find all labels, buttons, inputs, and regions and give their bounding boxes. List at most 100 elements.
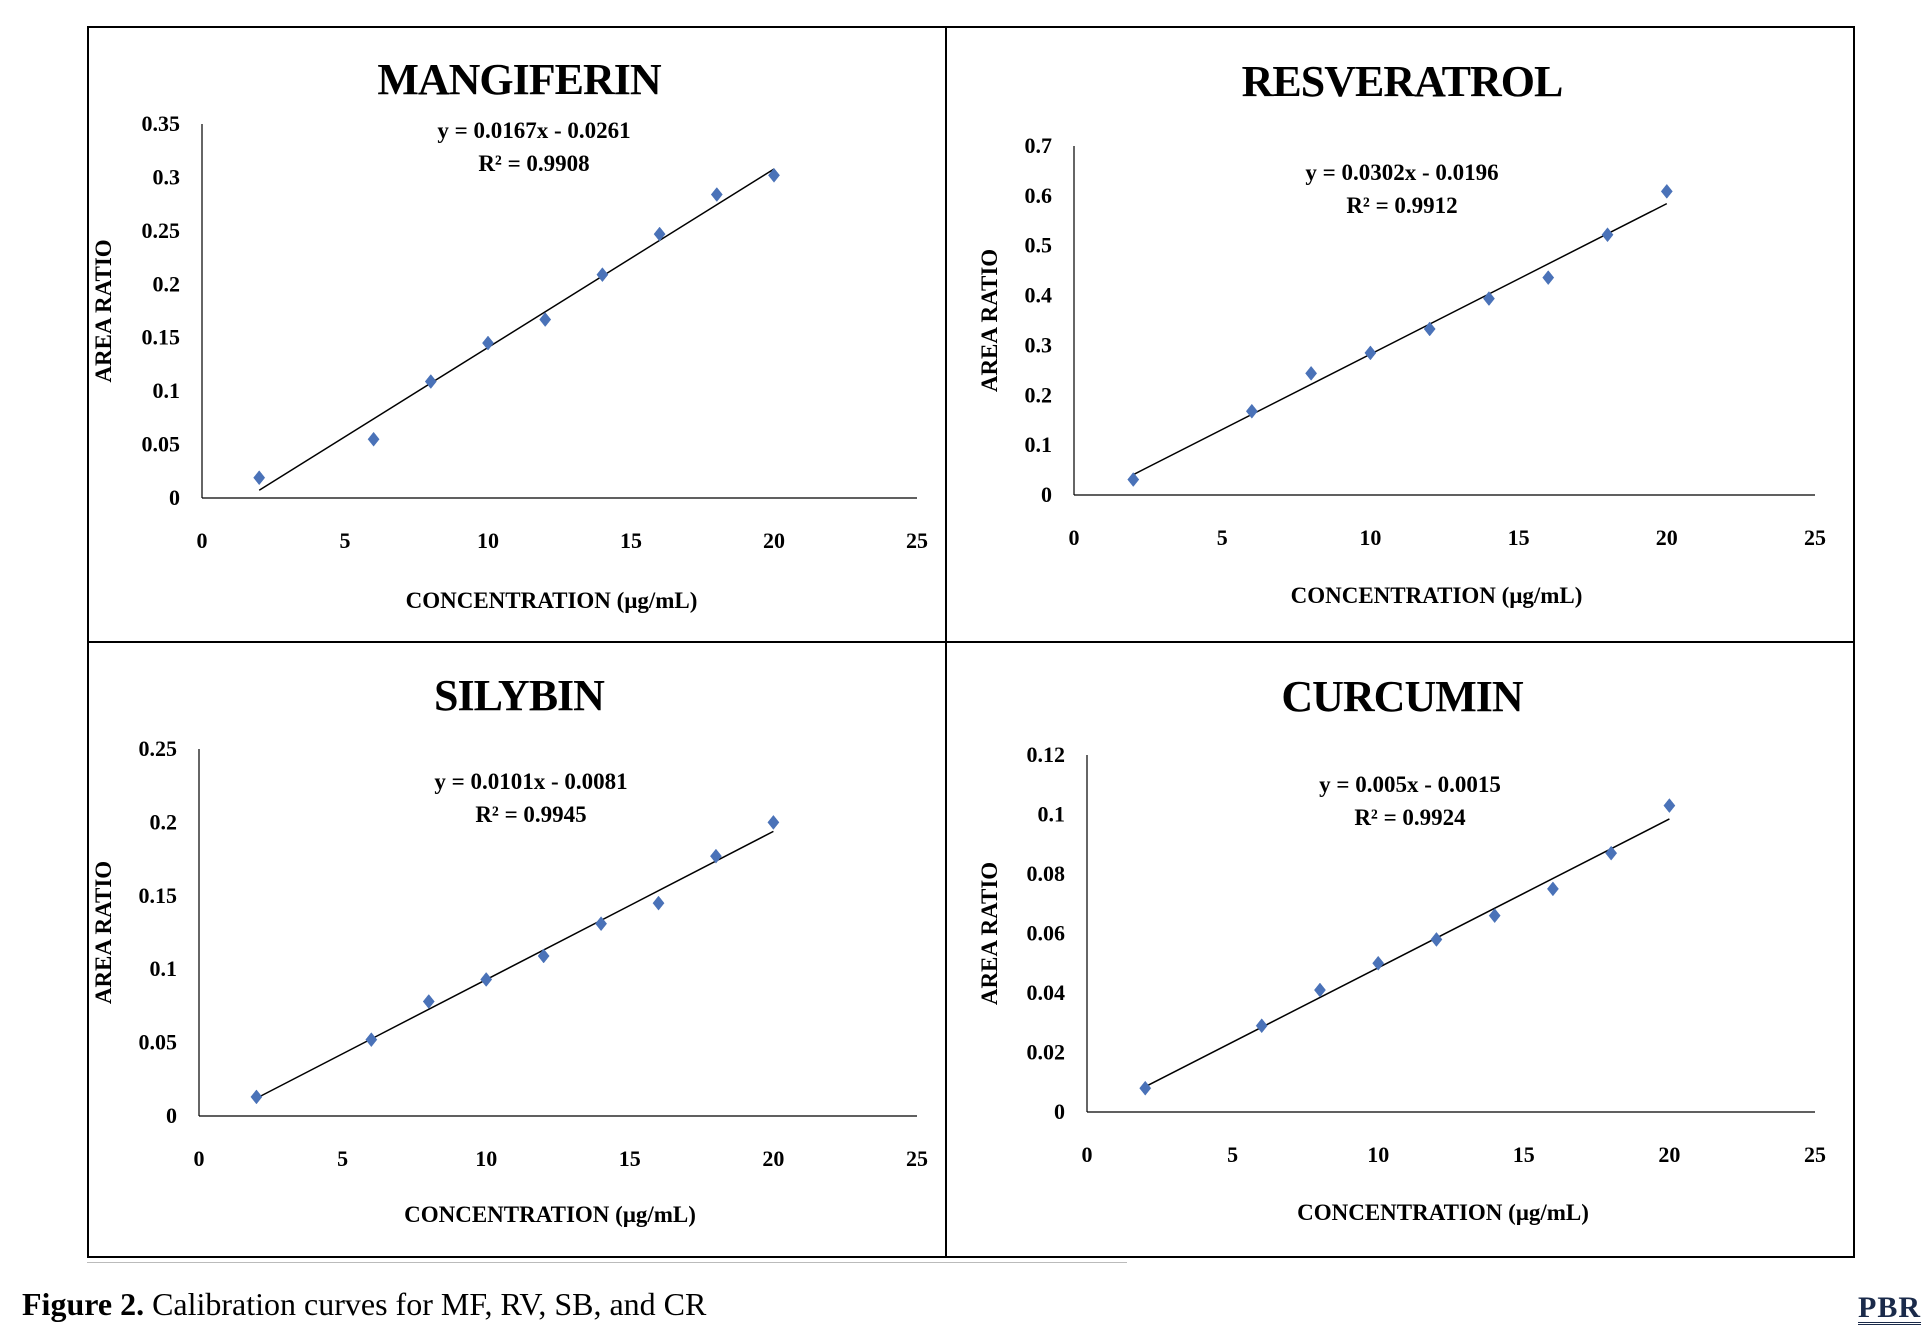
chart-title: RESVERATROL bbox=[1242, 57, 1563, 106]
trendline bbox=[1132, 202, 1668, 476]
x-tick-label: 5 bbox=[337, 1146, 348, 1171]
x-tick-label: 0 bbox=[1082, 1142, 1093, 1167]
trendline bbox=[1144, 818, 1670, 1088]
x-tick-label: 25 bbox=[906, 528, 928, 553]
data-point bbox=[424, 374, 437, 389]
y-tick-label: 0.5 bbox=[1025, 233, 1053, 258]
y-tick-label: 0.15 bbox=[139, 883, 178, 908]
y-tick-label: 0.2 bbox=[153, 271, 181, 296]
trend-equation: y = 0.0167x - 0.0261 bbox=[437, 118, 630, 143]
y-axis-title: AREA RATIO bbox=[91, 861, 116, 1004]
y-tick-label: 0.05 bbox=[139, 1030, 178, 1055]
y-tick-label: 0.2 bbox=[1025, 382, 1053, 407]
x-axis-title: CONCENTRATION (μg/mL) bbox=[1291, 583, 1583, 608]
data-point bbox=[596, 267, 609, 283]
data-point bbox=[710, 187, 723, 202]
y-tick-label: 0 bbox=[169, 485, 180, 510]
y-tick-label: 0.1 bbox=[153, 378, 181, 403]
x-tick-label: 15 bbox=[619, 1146, 641, 1171]
trend-equation: y = 0.0302x - 0.0196 bbox=[1305, 160, 1498, 185]
data-point bbox=[367, 431, 380, 447]
y-tick-label: 0 bbox=[1041, 482, 1052, 507]
y-tick-label: 0.08 bbox=[1027, 861, 1066, 886]
data-point bbox=[1601, 227, 1614, 243]
x-tick-label: 20 bbox=[1656, 525, 1678, 550]
y-tick-label: 0.7 bbox=[1025, 133, 1053, 158]
data-point bbox=[365, 1032, 378, 1048]
y-tick-label: 0.12 bbox=[1027, 742, 1066, 767]
x-tick-label: 10 bbox=[1367, 1142, 1389, 1167]
data-point bbox=[1139, 1080, 1152, 1096]
x-tick-label: 25 bbox=[1804, 1142, 1826, 1167]
caption-text: Calibration curves for MF, RV, SB, and C… bbox=[144, 1286, 707, 1322]
y-tick-label: 0.15 bbox=[142, 325, 181, 350]
chart-title: SILYBIN bbox=[434, 671, 605, 720]
y-tick-label: 0 bbox=[1054, 1099, 1065, 1124]
y-tick-label: 0.05 bbox=[142, 432, 181, 457]
trend-equation: y = 0.005x - 0.0015 bbox=[1319, 772, 1501, 797]
data-point bbox=[253, 470, 266, 486]
figure-caption: Figure 2. Calibration curves for MF, RV,… bbox=[22, 1286, 706, 1323]
y-tick-label: 0.1 bbox=[150, 956, 178, 981]
x-tick-label: 5 bbox=[1217, 525, 1228, 550]
data-point bbox=[1127, 472, 1140, 487]
journal-logo: PBR bbox=[1858, 1291, 1921, 1325]
data-point bbox=[1372, 955, 1385, 971]
r-squared: R² = 0.9912 bbox=[1346, 193, 1457, 218]
y-tick-label: 0.2 bbox=[150, 809, 178, 834]
data-point bbox=[1488, 908, 1501, 924]
x-tick-label: 10 bbox=[477, 528, 499, 553]
data-point bbox=[710, 848, 722, 864]
data-point bbox=[1314, 982, 1326, 998]
y-tick-label: 0.06 bbox=[1027, 921, 1066, 946]
data-point bbox=[1305, 365, 1318, 381]
x-tick-label: 15 bbox=[1513, 1142, 1535, 1167]
x-tick-label: 20 bbox=[762, 1146, 784, 1171]
x-tick-label: 5 bbox=[1227, 1142, 1238, 1167]
y-tick-label: 0.25 bbox=[139, 736, 178, 761]
data-point bbox=[1364, 345, 1377, 361]
r-squared: R² = 0.9945 bbox=[475, 802, 586, 827]
data-point bbox=[652, 895, 665, 911]
data-point bbox=[1542, 270, 1555, 286]
chart-svg: MANGIFERIN 0 5 10 15 20 25 0 0.05 0.1 0.15 0.2 0.25 0… bbox=[91, 55, 928, 613]
data-point bbox=[1245, 403, 1258, 419]
data-point bbox=[537, 948, 550, 964]
y-tick-label: 0 bbox=[166, 1103, 177, 1128]
y-tick-label: 0.02 bbox=[1027, 1040, 1066, 1065]
trendline bbox=[258, 168, 775, 491]
data-point bbox=[767, 814, 780, 830]
data-point bbox=[482, 335, 494, 351]
data-point bbox=[1423, 321, 1436, 337]
x-tick-label: 25 bbox=[1804, 525, 1826, 550]
data-point bbox=[539, 312, 552, 327]
data-point bbox=[1663, 798, 1676, 813]
y-axis-title: AREA RATIO bbox=[977, 862, 1002, 1005]
data-point bbox=[250, 1089, 263, 1105]
x-tick-label: 25 bbox=[906, 1146, 928, 1171]
x-axis-title: CONCENTRATION (μg/mL) bbox=[404, 1202, 696, 1227]
y-tick-label: 0.3 bbox=[1025, 332, 1053, 357]
caption-label: Figure 2. bbox=[22, 1286, 145, 1322]
y-tick-label: 0.1 bbox=[1038, 802, 1066, 827]
data-point bbox=[1546, 881, 1559, 897]
x-tick-label: 10 bbox=[475, 1146, 497, 1171]
trendline bbox=[256, 830, 774, 1099]
y-tick-label: 0.4 bbox=[1025, 283, 1053, 308]
x-tick-label: 20 bbox=[1658, 1142, 1680, 1167]
y-tick-label: 0.25 bbox=[142, 218, 181, 243]
x-tick-label: 10 bbox=[1359, 525, 1381, 550]
y-tick-label: 0.35 bbox=[142, 111, 181, 136]
trend-equation: y = 0.0101x - 0.0081 bbox=[434, 769, 627, 794]
chart-title: CURCUMIN bbox=[1281, 672, 1524, 721]
r-squared: R² = 0.9908 bbox=[478, 151, 589, 176]
data-point bbox=[422, 994, 435, 1009]
x-axis-title: CONCENTRATION (μg/mL) bbox=[1297, 1200, 1589, 1225]
data-point bbox=[1255, 1018, 1268, 1034]
y-tick-label: 0.6 bbox=[1025, 183, 1053, 208]
y-axis-title: AREA RATIO bbox=[91, 239, 116, 382]
chart-panel-resveratrol: RESVERATROL 0 5 10 15 20 25 0 0.1 0.2 0.3 0.4 0.5 0.6… bbox=[945, 26, 1855, 643]
y-axis-title: AREA RATIO bbox=[977, 249, 1002, 392]
chart-panel-silybin: SILYBIN 0 5 10 15 20 25 0 0.05 0.1 0.15 0.2 0.25 CONC… bbox=[87, 641, 947, 1258]
divider bbox=[87, 1262, 1127, 1263]
